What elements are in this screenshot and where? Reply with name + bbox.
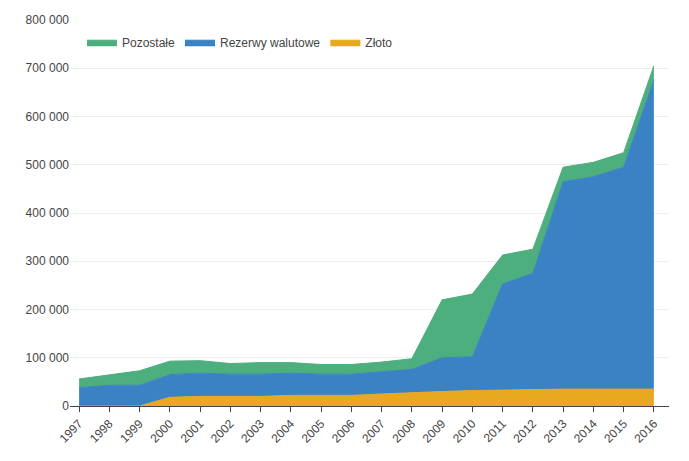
svg-text:2007: 2007	[359, 417, 388, 446]
svg-text:2014: 2014	[571, 417, 600, 446]
svg-text:2010: 2010	[450, 417, 479, 446]
svg-text:2016: 2016	[631, 417, 660, 446]
svg-text:2003: 2003	[238, 417, 267, 446]
svg-text:Złoto: Złoto	[365, 36, 392, 50]
svg-text:2001: 2001	[178, 417, 207, 446]
svg-text:2011: 2011	[481, 417, 509, 445]
svg-text:500 000: 500 000	[26, 158, 70, 172]
svg-text:600 000: 600 000	[26, 110, 70, 124]
svg-text:2015: 2015	[601, 417, 630, 446]
svg-text:2009: 2009	[420, 417, 449, 446]
svg-text:400 000: 400 000	[26, 206, 70, 220]
svg-text:Rezerwy walutowe: Rezerwy walutowe	[220, 36, 320, 50]
svg-text:1999: 1999	[117, 417, 146, 446]
svg-text:2012: 2012	[510, 417, 539, 446]
svg-text:700 000: 700 000	[26, 61, 70, 75]
svg-text:200 000: 200 000	[26, 303, 70, 317]
svg-text:2004: 2004	[268, 417, 297, 446]
svg-text:800 000: 800 000	[26, 13, 70, 27]
svg-text:2008: 2008	[389, 417, 418, 446]
svg-text:2002: 2002	[208, 417, 237, 446]
svg-text:1998: 1998	[87, 417, 116, 446]
svg-text:0: 0	[62, 399, 69, 413]
svg-text:2005: 2005	[299, 417, 328, 446]
svg-text:2000: 2000	[147, 417, 176, 446]
svg-text:1997: 1997	[57, 417, 86, 446]
svg-text:300 000: 300 000	[26, 254, 70, 268]
svg-text:2013: 2013	[541, 417, 570, 446]
svg-text:100 000: 100 000	[26, 351, 70, 365]
svg-text:Pozostałe: Pozostałe	[122, 36, 175, 50]
svg-text:2006: 2006	[329, 417, 358, 446]
